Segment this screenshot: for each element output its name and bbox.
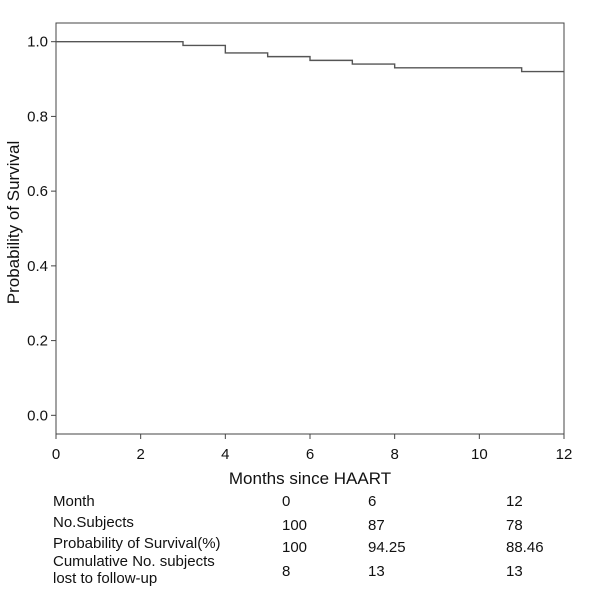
y-tick-label: 0.2 — [27, 333, 48, 350]
x-axis-title: Months since HAART — [229, 469, 391, 488]
x-tick-label: 10 — [471, 446, 488, 463]
x-tick-label: 6 — [306, 446, 314, 463]
y-tick-label: 0.4 — [27, 258, 48, 275]
row-value: 12 — [506, 493, 523, 510]
row-value: 0 — [282, 493, 291, 510]
row-value: 100 — [282, 517, 308, 534]
x-axis: 0 2 4 6 8 10 12 — [52, 434, 573, 463]
x-tick-label: 4 — [221, 446, 229, 463]
y-axis: 0.0 0.2 0.4 0.6 0.8 1.0 — [27, 34, 56, 424]
y-tick-label: 0.6 — [27, 183, 48, 200]
row-value: 13 — [368, 563, 385, 580]
x-tick-label: 12 — [556, 446, 573, 463]
row-value: 8 — [282, 563, 291, 580]
row-label: Probability of Survival(%) — [53, 535, 221, 552]
survival-step-line — [56, 40, 564, 73]
row-value: 78 — [506, 517, 523, 534]
row-value: 88.46 — [506, 539, 544, 556]
y-tick-label: 1.0 — [27, 34, 48, 51]
x-tick-label: 2 — [136, 446, 144, 463]
survival-chart: 0.0 0.2 0.4 0.6 0.8 1.0 0 2 4 6 8 10 12 Months sinc… — [4, 22, 573, 488]
y-tick-label: 0.8 — [27, 108, 48, 125]
row-label: Month — [53, 493, 95, 510]
row-value: 13 — [506, 563, 523, 580]
row-label: lost to follow-up — [53, 570, 158, 587]
row-value: 6 — [368, 493, 377, 510]
row-value: 87 — [368, 517, 385, 534]
row-value: 100 — [282, 539, 308, 556]
plot-frame — [55, 22, 565, 435]
y-tick-label: 0.0 — [27, 407, 48, 424]
y-axis-title: Probability of Survival — [4, 141, 23, 304]
x-tick-label: 8 — [390, 446, 398, 463]
x-tick-label: 0 — [52, 446, 60, 463]
row-label: Cumulative No. subjects — [53, 553, 215, 570]
row-label: No.Subjects — [53, 514, 134, 531]
row-value: 94.25 — [368, 539, 406, 556]
